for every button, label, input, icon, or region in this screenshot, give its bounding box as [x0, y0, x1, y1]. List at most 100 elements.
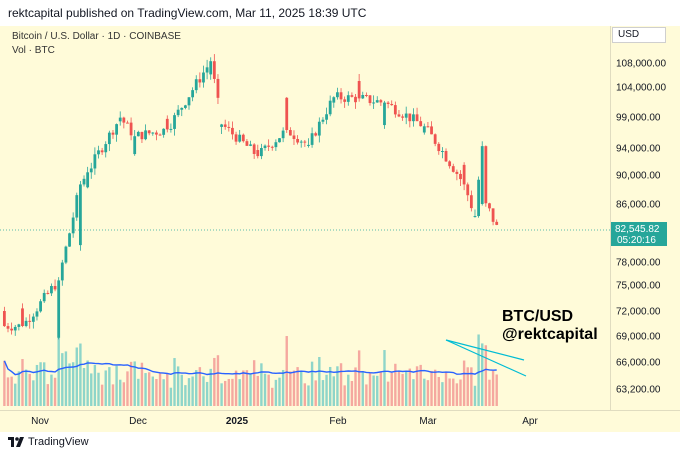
candle-body	[473, 216, 477, 218]
candle-body	[480, 146, 484, 204]
last-price-box	[611, 222, 667, 246]
volume-bar	[6, 377, 10, 406]
volume-bar	[423, 378, 426, 406]
volume-bar	[169, 387, 173, 406]
chart-watermark: BTC/USD @rektcapital	[502, 308, 598, 344]
candle-body	[212, 61, 216, 79]
volume-bar	[260, 363, 263, 406]
volume-bar	[162, 379, 165, 406]
candle-body	[183, 105, 187, 108]
candle-body	[469, 195, 473, 209]
volume-bar	[256, 375, 259, 406]
candle-body	[234, 134, 238, 142]
volume-bar	[35, 364, 39, 406]
candle-body	[17, 324, 21, 327]
candle-body	[6, 326, 10, 329]
candle-body	[104, 144, 108, 153]
price-tick-label: 72,000.00	[616, 307, 661, 318]
candle-body	[216, 78, 220, 98]
volume-bar	[129, 361, 133, 406]
price-axis[interactable]	[610, 26, 680, 410]
volume-bar	[473, 385, 477, 406]
volume-bar	[252, 360, 256, 406]
candle-body	[495, 221, 499, 225]
candle-body	[307, 144, 310, 146]
price-tick-label: 78,000.00	[616, 258, 661, 269]
candle-body	[455, 171, 459, 174]
candle-body	[194, 79, 198, 91]
volume-bar	[71, 362, 75, 406]
candle-body	[270, 146, 274, 148]
chart-area[interactable]	[0, 26, 610, 410]
price-tick-label: 94,000.00	[616, 144, 661, 155]
candle-body	[288, 130, 292, 136]
tradingview-logo[interactable]: TradingView	[8, 436, 89, 448]
candle-body	[122, 117, 126, 123]
candle-body	[24, 320, 28, 326]
candle-body	[281, 130, 285, 139]
volume-bar	[289, 371, 292, 406]
time-tick-label: Dec	[129, 416, 147, 427]
candle-body	[296, 138, 299, 143]
chart-legend: Bitcoin / U.S. Dollar · 1D · COINBASE Vo…	[12, 30, 181, 58]
time-axis[interactable]	[0, 410, 680, 432]
tradingview-logo-icon	[8, 437, 24, 447]
candle-body	[100, 150, 104, 153]
volume-bar	[32, 380, 35, 406]
candle-body	[415, 114, 419, 122]
volume-bar	[184, 385, 187, 406]
candle-body	[227, 126, 231, 128]
candle-body	[317, 121, 321, 136]
volume-bar	[43, 362, 46, 406]
volume-bar	[310, 361, 314, 406]
price-tick-label: 86,000.00	[616, 200, 661, 211]
volume-bar	[137, 378, 140, 406]
price-tick-label: 66,000.00	[616, 358, 661, 369]
candle-body	[68, 233, 71, 247]
volume-bar	[173, 358, 176, 406]
price-tick-label: 63,200.00	[616, 385, 661, 396]
watermark-symbol: BTC/USD	[502, 308, 574, 325]
volume-bar	[281, 369, 285, 406]
candle-body	[126, 122, 129, 124]
volume-bar	[100, 384, 104, 406]
volume-bar	[452, 378, 455, 406]
volume-bar	[202, 376, 205, 406]
volume-bar	[57, 330, 60, 406]
candle-body	[343, 99, 347, 102]
candle-body	[325, 114, 328, 120]
volume-bar	[357, 350, 361, 406]
candle-body	[404, 113, 408, 118]
volume-bar	[144, 373, 147, 406]
candle-body	[430, 126, 433, 135]
volume-bar	[448, 378, 451, 406]
volume-bar	[119, 379, 122, 406]
volume-bar	[93, 365, 97, 406]
tradingview-brand: TradingView	[28, 436, 89, 448]
volume-bar	[336, 366, 339, 406]
candle-body	[144, 130, 147, 140]
candle-body	[263, 145, 267, 149]
volume-bar	[365, 384, 368, 406]
currency-selector[interactable]: USD	[612, 27, 666, 43]
volume-bar	[343, 385, 346, 406]
volume-bar	[405, 371, 408, 406]
candle-body	[79, 184, 82, 246]
candle-body	[245, 141, 249, 146]
volume-bar	[376, 375, 379, 406]
candle-body	[53, 285, 57, 290]
candle-body	[441, 151, 444, 153]
volume-bar	[86, 360, 89, 406]
volume-bar	[318, 356, 321, 406]
volume-bar	[332, 376, 335, 406]
volume-bar	[267, 374, 270, 406]
volume-bar	[321, 380, 325, 406]
candle-body	[278, 138, 281, 143]
volume-bar	[231, 378, 234, 406]
price-tick-label: 99,000.00	[616, 113, 661, 124]
candle-body	[136, 131, 140, 137]
candle-body	[133, 136, 137, 155]
volume-bar	[397, 371, 401, 406]
volume-bar	[198, 367, 202, 406]
candle-body	[169, 128, 173, 130]
